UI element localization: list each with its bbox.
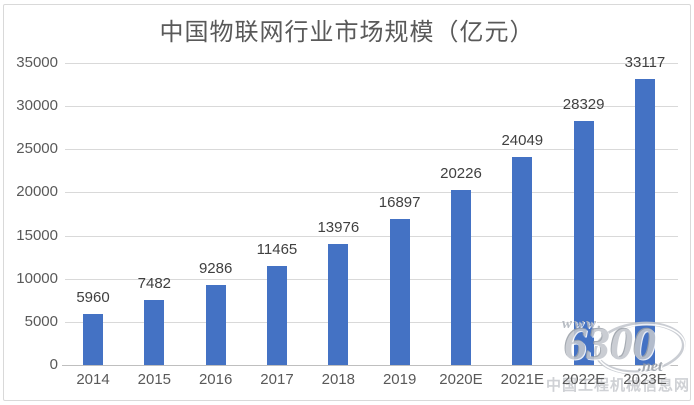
- value-label-2018: 13976: [317, 219, 360, 237]
- x-axis-line: [62, 365, 678, 366]
- bar-2019: [389, 219, 410, 365]
- y-axis-label-30000: 30000: [16, 97, 58, 115]
- value-label-2021E: 24049: [501, 132, 544, 150]
- value-label-2019: 16897: [378, 194, 421, 212]
- chart-title: 中国物联网行业市场规模（亿元）: [159, 19, 535, 46]
- x-axis-label-2023E: 2023E: [623, 371, 667, 388]
- bar-2016: [205, 284, 226, 365]
- value-label-2020E: 20226: [440, 165, 482, 183]
- x-axis-label-2022E: 2022E: [561, 371, 606, 388]
- gridline-15000: [65, 235, 678, 237]
- value-label-2022E: 28329: [562, 95, 605, 113]
- value-label-2017: 11465: [256, 241, 298, 259]
- gridline-35000: [65, 63, 678, 64]
- gridline-25000: [65, 149, 678, 151]
- bar-2018: [328, 244, 349, 365]
- bar-2023E: [634, 79, 655, 365]
- x-axis-label-2020E: 2020E: [439, 371, 483, 388]
- x-axis-label-2019: 2019: [382, 371, 417, 388]
- gridline-20000: [65, 192, 678, 194]
- gridline-10000: [65, 278, 678, 280]
- gridline-30000: [65, 106, 678, 108]
- x-axis-label-2014: 2014: [76, 371, 110, 388]
- x-axis-label-2021E: 2021E: [500, 371, 544, 388]
- bar-2014: [83, 313, 103, 365]
- value-label-2016: 9286: [198, 259, 233, 277]
- value-label-2023E: 33117: [624, 54, 666, 72]
- y-axis-label-15000: 15000: [16, 226, 58, 244]
- bar-2017: [266, 266, 287, 365]
- x-axis-label-2017: 2017: [260, 371, 294, 388]
- y-axis-label-35000: 35000: [16, 54, 58, 71]
- y-axis-label-0: 0: [49, 356, 58, 373]
- value-label-2014: 5960: [76, 288, 110, 306]
- y-axis-label-20000: 20000: [16, 183, 58, 201]
- bar-2020E: [450, 190, 471, 365]
- bar-2022E: [573, 120, 594, 365]
- x-axis-label-2018: 2018: [321, 371, 355, 388]
- x-axis-label-2016: 2016: [198, 371, 233, 388]
- bar-2015: [144, 300, 165, 365]
- y-axis-label-5000: 5000: [24, 312, 58, 330]
- y-axis-label-10000: 10000: [16, 269, 58, 287]
- gridline-5000: [65, 321, 678, 323]
- y-axis-label-25000: 25000: [16, 140, 58, 158]
- bar-2021E: [512, 157, 533, 365]
- value-label-2015: 7482: [137, 275, 172, 293]
- x-axis-label-2015: 2015: [137, 371, 172, 388]
